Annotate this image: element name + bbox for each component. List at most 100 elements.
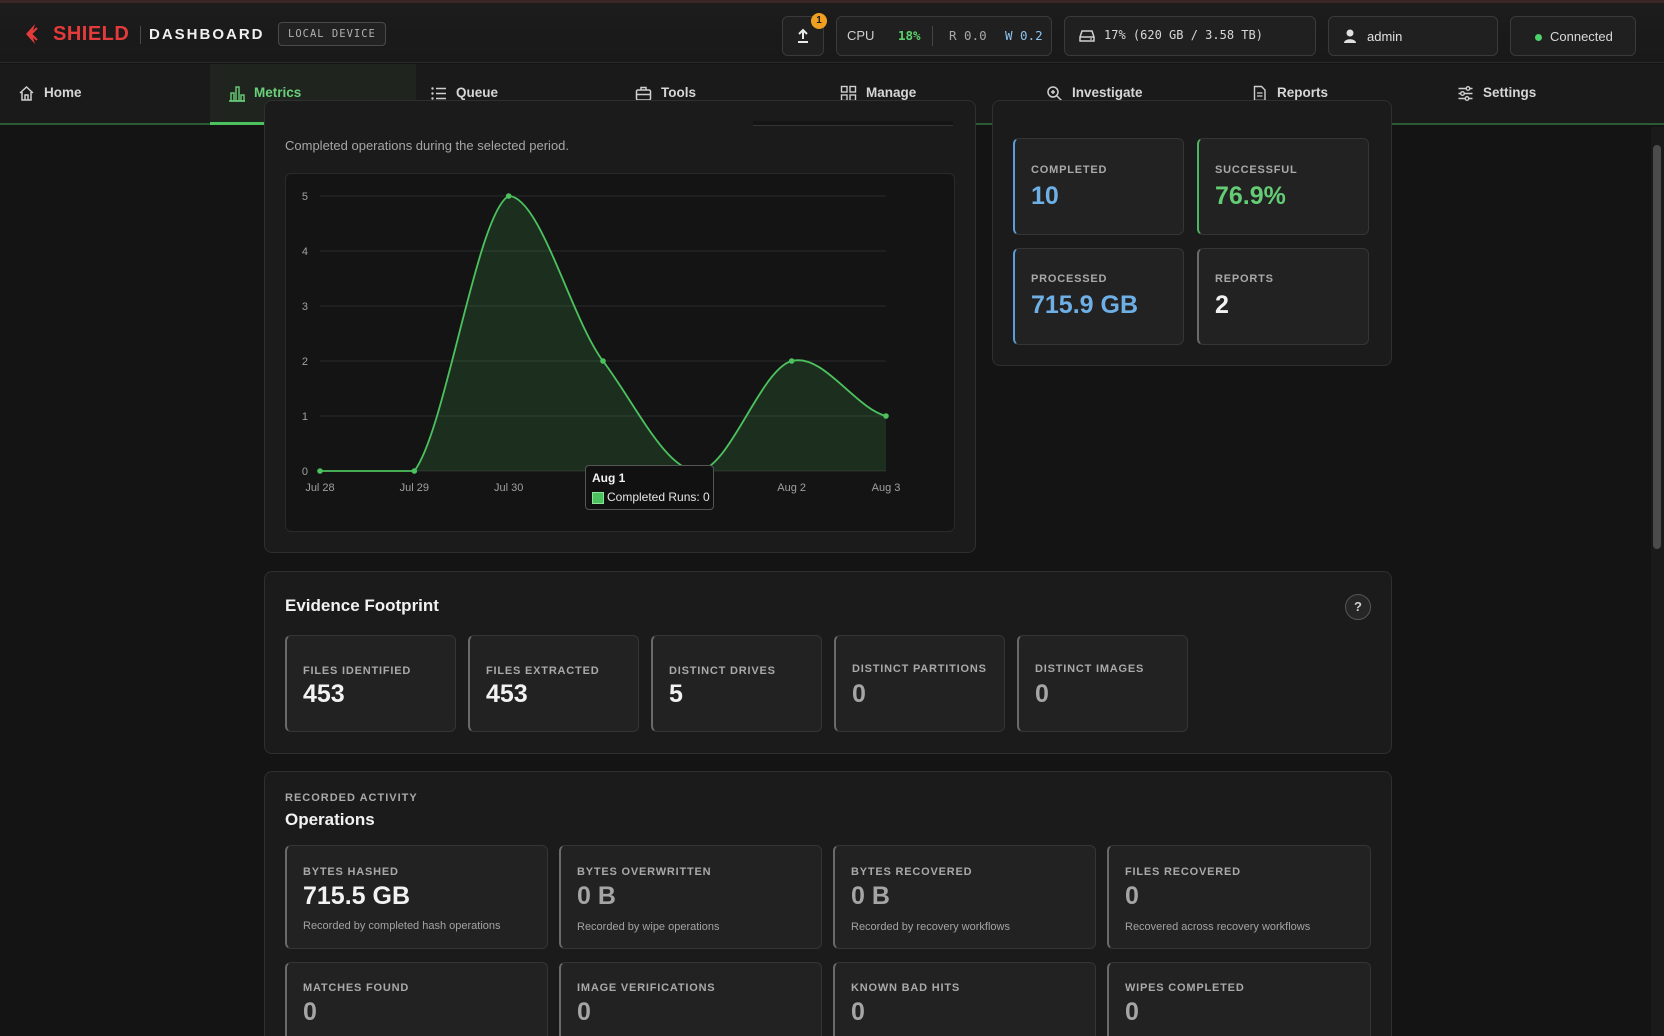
image-verifications-card: IMAGE VERIFICATIONS 0	[559, 962, 822, 1036]
storage-usage: 17% (620 GB / 3.58 TB)	[1064, 16, 1316, 56]
local-device-badge: LOCAL DEVICE	[278, 22, 386, 46]
processed-value: 715.9 GB	[1031, 291, 1139, 319]
tab-manage[interactable]: Manage	[822, 64, 1028, 123]
tab-home-label: Home	[44, 85, 82, 100]
magnifier-icon	[1047, 86, 1063, 102]
x-tick-label: Aug 3	[872, 482, 901, 494]
files-recovered-desc: Recovered across recovery workflows	[1125, 921, 1311, 933]
list-icon	[431, 87, 446, 100]
bytes-hashed-value: 715.5 GB	[303, 882, 411, 910]
user-menu[interactable]: admin	[1328, 16, 1498, 56]
bytes-hashed-card: BYTES HASHED 715.5 GB Recorded by comple…	[285, 845, 548, 949]
known-bad-hits-value: 0	[851, 998, 865, 1026]
x-tick-label: Jul 29	[400, 482, 429, 494]
distinct-images-value: 0	[1035, 680, 1049, 708]
operations-kicker: RECORDED ACTIVITY	[285, 792, 418, 804]
bytes-overwritten-desc: Recorded by wipe operations	[577, 921, 720, 933]
disk-write-rate: W 0.2	[1005, 28, 1043, 43]
brand-divider	[140, 26, 141, 44]
files-extracted-label: FILES EXTRACTED	[486, 665, 600, 677]
tab-tools-label: Tools	[661, 85, 696, 100]
bytes-overwritten-value: 0 B	[577, 882, 616, 910]
tooltip-title: Aug 1	[592, 471, 626, 485]
cpu-divider	[932, 26, 933, 46]
tab-home[interactable]: Home	[0, 64, 206, 123]
distinct-drives-label: DISTINCT DRIVES	[669, 665, 776, 677]
successful-value: 76.9%	[1215, 182, 1286, 210]
completed-value: 10	[1031, 182, 1059, 210]
y-tick-label: 1	[302, 411, 308, 423]
window-top-strip	[0, 0, 1664, 3]
reports-label: REPORTS	[1215, 273, 1274, 285]
image-verifications-value: 0	[577, 998, 591, 1026]
processed-label: PROCESSED	[1031, 273, 1108, 285]
tab-metrics-label: Metrics	[254, 85, 302, 100]
distinct-partitions-card: DISTINCT PARTITIONS 0	[834, 635, 1005, 732]
home-icon	[19, 85, 34, 101]
page-scrollbar-thumb[interactable]	[1653, 145, 1661, 549]
completed-card: COMPLETED 10	[1013, 138, 1184, 235]
user-icon	[1344, 29, 1356, 43]
tab-investigate-label: Investigate	[1072, 85, 1143, 100]
y-tick-label: 0	[302, 466, 308, 478]
y-tick-label: 2	[302, 356, 308, 368]
distinct-images-card: DISTINCT IMAGES 0	[1017, 635, 1188, 732]
tab-settings[interactable]: Settings	[1439, 64, 1645, 123]
brand-name: SHIELD	[53, 23, 130, 45]
distinct-partitions-value: 0	[852, 680, 866, 708]
shield-logo-icon	[26, 24, 38, 44]
cpu-percent: 18%	[898, 28, 921, 43]
series-line	[320, 195, 887, 472]
wipes-completed-card: WIPES COMPLETED 0	[1107, 962, 1371, 1036]
matches-found-label: MATCHES FOUND	[303, 982, 410, 994]
cpu-monitor: CPU 18% R 0.0 W 0.2	[836, 16, 1052, 56]
tooltip-value: Completed Runs: 0	[607, 490, 710, 504]
connection-text: Connected	[1550, 29, 1613, 44]
upload-icon	[798, 28, 808, 43]
wipes-completed-label: WIPES COMPLETED	[1125, 982, 1245, 994]
connection-status: Connected	[1510, 16, 1636, 56]
sliders-icon	[1458, 86, 1473, 101]
cpu-label: CPU	[847, 28, 875, 43]
product-name: DASHBOARD	[149, 26, 265, 43]
files-identified-label: FILES IDENTIFIED	[303, 665, 412, 677]
period-selector[interactable]	[753, 121, 953, 126]
processed-card: PROCESSED 715.9 GB	[1013, 248, 1184, 345]
successful-label: SUCCESSFUL	[1215, 164, 1298, 176]
bytes-recovered-desc: Recorded by recovery workflows	[851, 921, 1010, 933]
document-icon	[1253, 85, 1266, 102]
chart-tooltip: Aug 1 Completed Runs: 0	[585, 465, 714, 510]
files-identified-card: FILES IDENTIFIED 453	[285, 635, 456, 732]
tooltip-swatch	[592, 492, 604, 504]
y-tick-label: 5	[302, 191, 308, 203]
tab-reports-label: Reports	[1277, 85, 1329, 100]
activity-subtitle: Completed operations during the selected…	[285, 138, 570, 153]
bytes-hashed-desc: Recorded by completed hash operations	[303, 920, 501, 932]
x-tick-label: Jul 28	[305, 482, 334, 494]
files-identified-value: 453	[303, 680, 345, 708]
tab-queue[interactable]: Queue	[412, 64, 618, 123]
successful-card: SUCCESSFUL 76.9%	[1197, 138, 1369, 235]
data-point	[600, 358, 606, 364]
help-button[interactable]: ?	[1345, 594, 1371, 620]
x-tick-label: Jul 30	[494, 482, 523, 494]
files-recovered-value: 0	[1125, 882, 1139, 910]
known-bad-hits-card: KNOWN BAD HITS 0	[833, 962, 1096, 1036]
reports-card: REPORTS 2	[1197, 248, 1369, 345]
tab-investigate[interactable]: Investigate	[1028, 64, 1234, 123]
bytes-overwritten-label: BYTES OVERWRITTEN	[577, 866, 712, 878]
image-verifications-label: IMAGE VERIFICATIONS	[577, 982, 716, 994]
bytes-recovered-label: BYTES RECOVERED	[851, 866, 973, 878]
status-dot-icon	[1535, 34, 1542, 41]
y-tick-label: 3	[302, 301, 308, 313]
activity-panel: Completed operations during the selected…	[264, 100, 976, 553]
bytes-recovered-value: 0 B	[851, 882, 890, 910]
tab-reports[interactable]: Reports	[1233, 64, 1439, 123]
summary-panel: COMPLETED 10 SUCCESSFUL 76.9% PROCESSED …	[992, 100, 1392, 366]
data-point	[883, 413, 889, 419]
bytes-hashed-label: BYTES HASHED	[303, 866, 399, 878]
evidence-footprint-panel: Evidence Footprint ? FILES IDENTIFIED 45…	[264, 571, 1392, 754]
data-point	[788, 358, 795, 364]
